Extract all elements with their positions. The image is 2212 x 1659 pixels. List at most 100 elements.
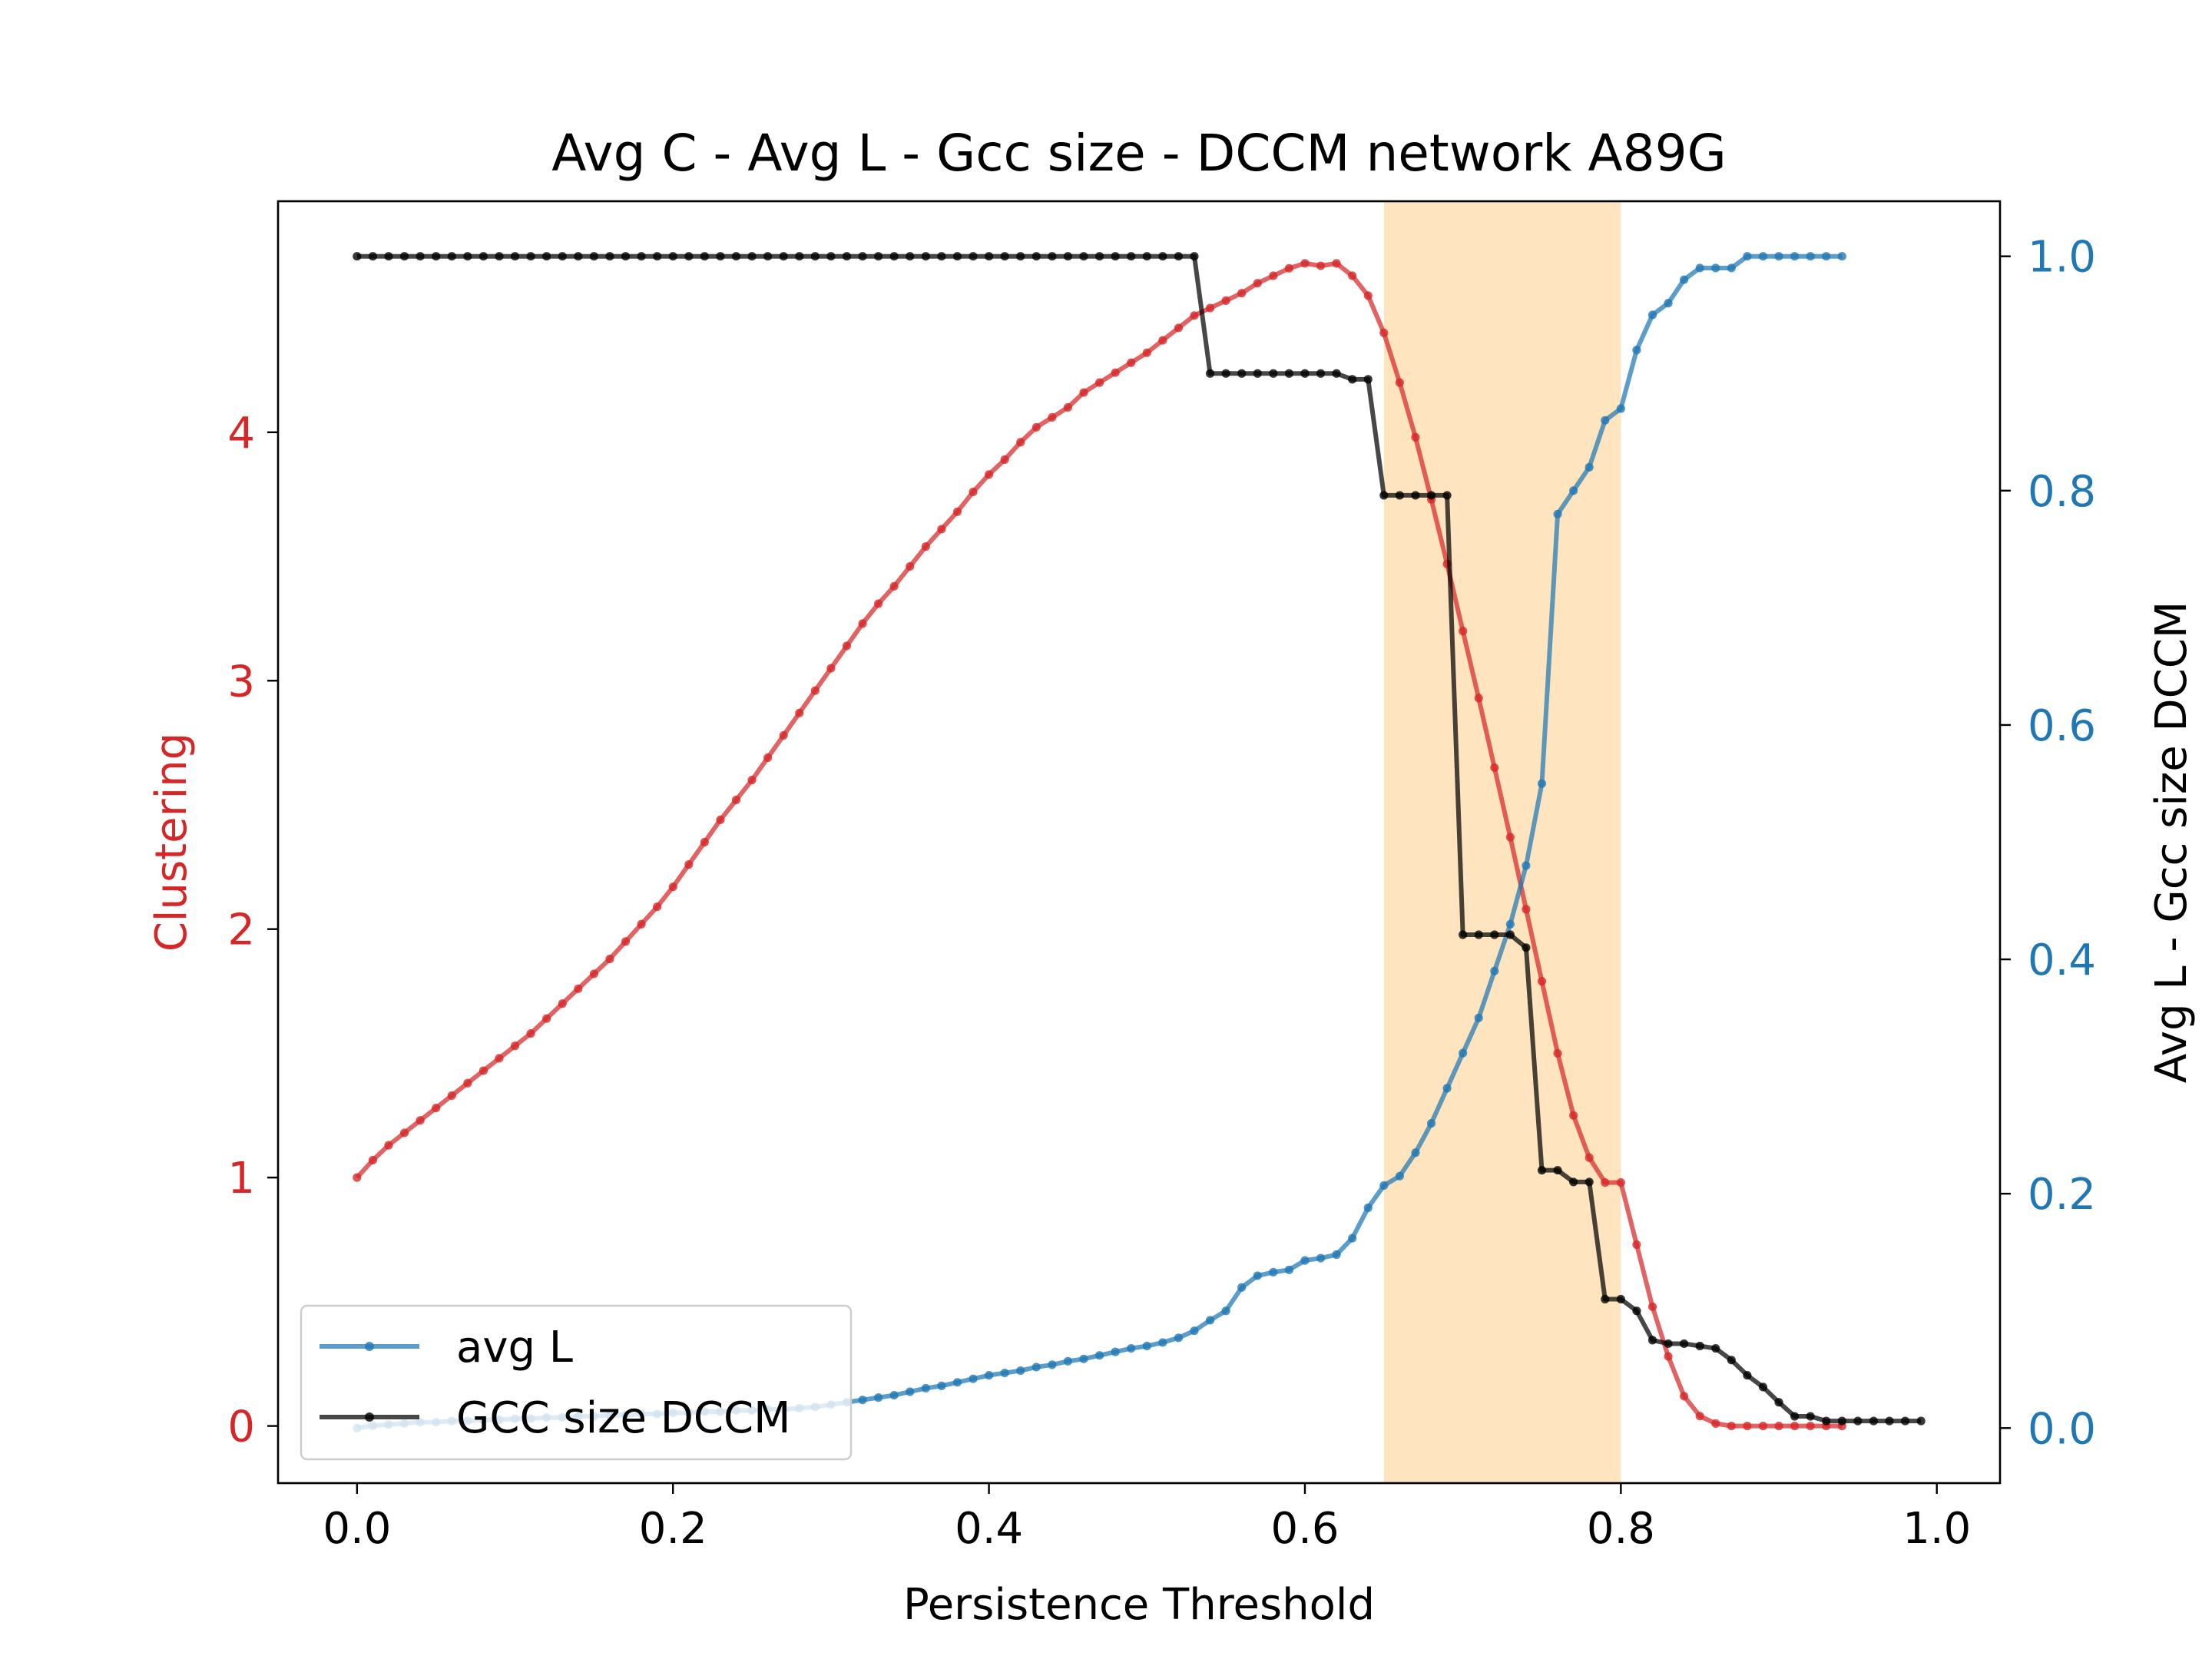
data-point [1253,369,1262,378]
data-point [478,1066,488,1075]
data-point [1379,491,1389,500]
data-point [842,252,852,261]
data-point [1695,263,1704,273]
data-point [1316,1253,1326,1263]
data-point [1316,261,1326,270]
data-point [1459,930,1468,939]
data-point [969,252,978,261]
data-point [779,252,788,261]
data-point [1127,252,1136,261]
data-point [1348,1233,1357,1243]
data-point [637,252,646,261]
data-point [1632,1306,1641,1316]
data-point [1743,1422,1752,1431]
data-point [716,252,725,261]
data-point [1426,491,1436,500]
data-point [952,1378,962,1387]
data-point [684,860,694,869]
data-point [495,1054,504,1063]
data-point [810,686,820,695]
data-point [1016,438,1025,447]
data-point [1174,252,1184,261]
x-axis: 0.0 0.2 0.4 0.6 0.8 1.0 [323,1483,1971,1554]
data-point [1632,1240,1641,1250]
data-point [1379,328,1389,338]
data-point [1916,1416,1926,1426]
y-left-tick-label: 3 [227,657,255,707]
data-point [889,1390,899,1400]
data-point [795,708,804,717]
data-point [1727,263,1736,273]
y-left-tick-label: 0 [227,1402,255,1452]
data-point [368,252,378,261]
data-point [1505,833,1515,842]
data-point [921,541,930,551]
data-point [795,252,804,261]
data-point [1853,1416,1863,1426]
y-right-tick-label: 0.2 [2028,1170,2096,1220]
data-point [700,252,709,261]
data-point [858,252,867,261]
data-point [1237,369,1247,378]
data-point [478,252,488,261]
data-point [1031,422,1041,432]
x-tick-label: 0.8 [1587,1504,1655,1554]
data-point [1031,1363,1041,1372]
series-gcc-size-dccm [353,252,1926,1426]
data-point [1727,1356,1736,1365]
data-point [668,252,677,261]
legend-marker [365,1342,374,1351]
data-point [447,252,456,261]
data-point [1822,252,1831,261]
data-point [447,1091,456,1101]
data-point [700,837,709,847]
legend-label: GCC size DCCM [456,1393,790,1443]
data-point [1127,358,1136,367]
data-point [1474,1013,1483,1022]
data-point [1774,1422,1783,1431]
data-point [1048,1360,1057,1369]
data-point [889,581,899,591]
data-point [1174,1333,1184,1343]
data-point [1190,1326,1199,1336]
y-axis-left-label: Clustering [147,733,197,952]
data-point [1395,1171,1404,1181]
legend-box [300,1304,853,1461]
data-point [716,815,725,824]
data-point [1426,1119,1436,1128]
data-point [1616,404,1625,413]
data-point [826,252,836,261]
data-point [1332,1250,1341,1260]
data-point [1411,1148,1420,1157]
data-point [1790,252,1800,261]
data-point [1837,252,1846,261]
data-point [1348,375,1357,384]
data-point [921,1383,930,1393]
data-point [1569,1111,1578,1120]
data-point [1395,491,1404,500]
data-point [1205,369,1215,378]
data-point [1158,252,1167,261]
data-point [1442,1084,1452,1093]
data-point [1237,1283,1247,1292]
data-point [858,619,867,628]
data-point [1363,375,1373,384]
data-point [1758,1382,1768,1392]
data-point [1774,1398,1783,1407]
data-point [1537,779,1547,788]
data-point [1253,1271,1262,1280]
data-point [1553,1048,1562,1058]
x-tick-label: 0.0 [323,1504,391,1554]
data-point [1695,1341,1704,1351]
data-point [1348,271,1357,280]
data-point [1221,1306,1230,1316]
y-right-tick-label: 0.8 [2028,467,2096,517]
data-point [1158,1338,1167,1347]
data-point [1111,368,1120,377]
data-point [889,252,899,261]
data-point [1237,289,1247,298]
data-point [937,525,946,534]
data-point [463,1078,472,1088]
data-point [1205,303,1215,313]
data-point [1727,1422,1736,1431]
